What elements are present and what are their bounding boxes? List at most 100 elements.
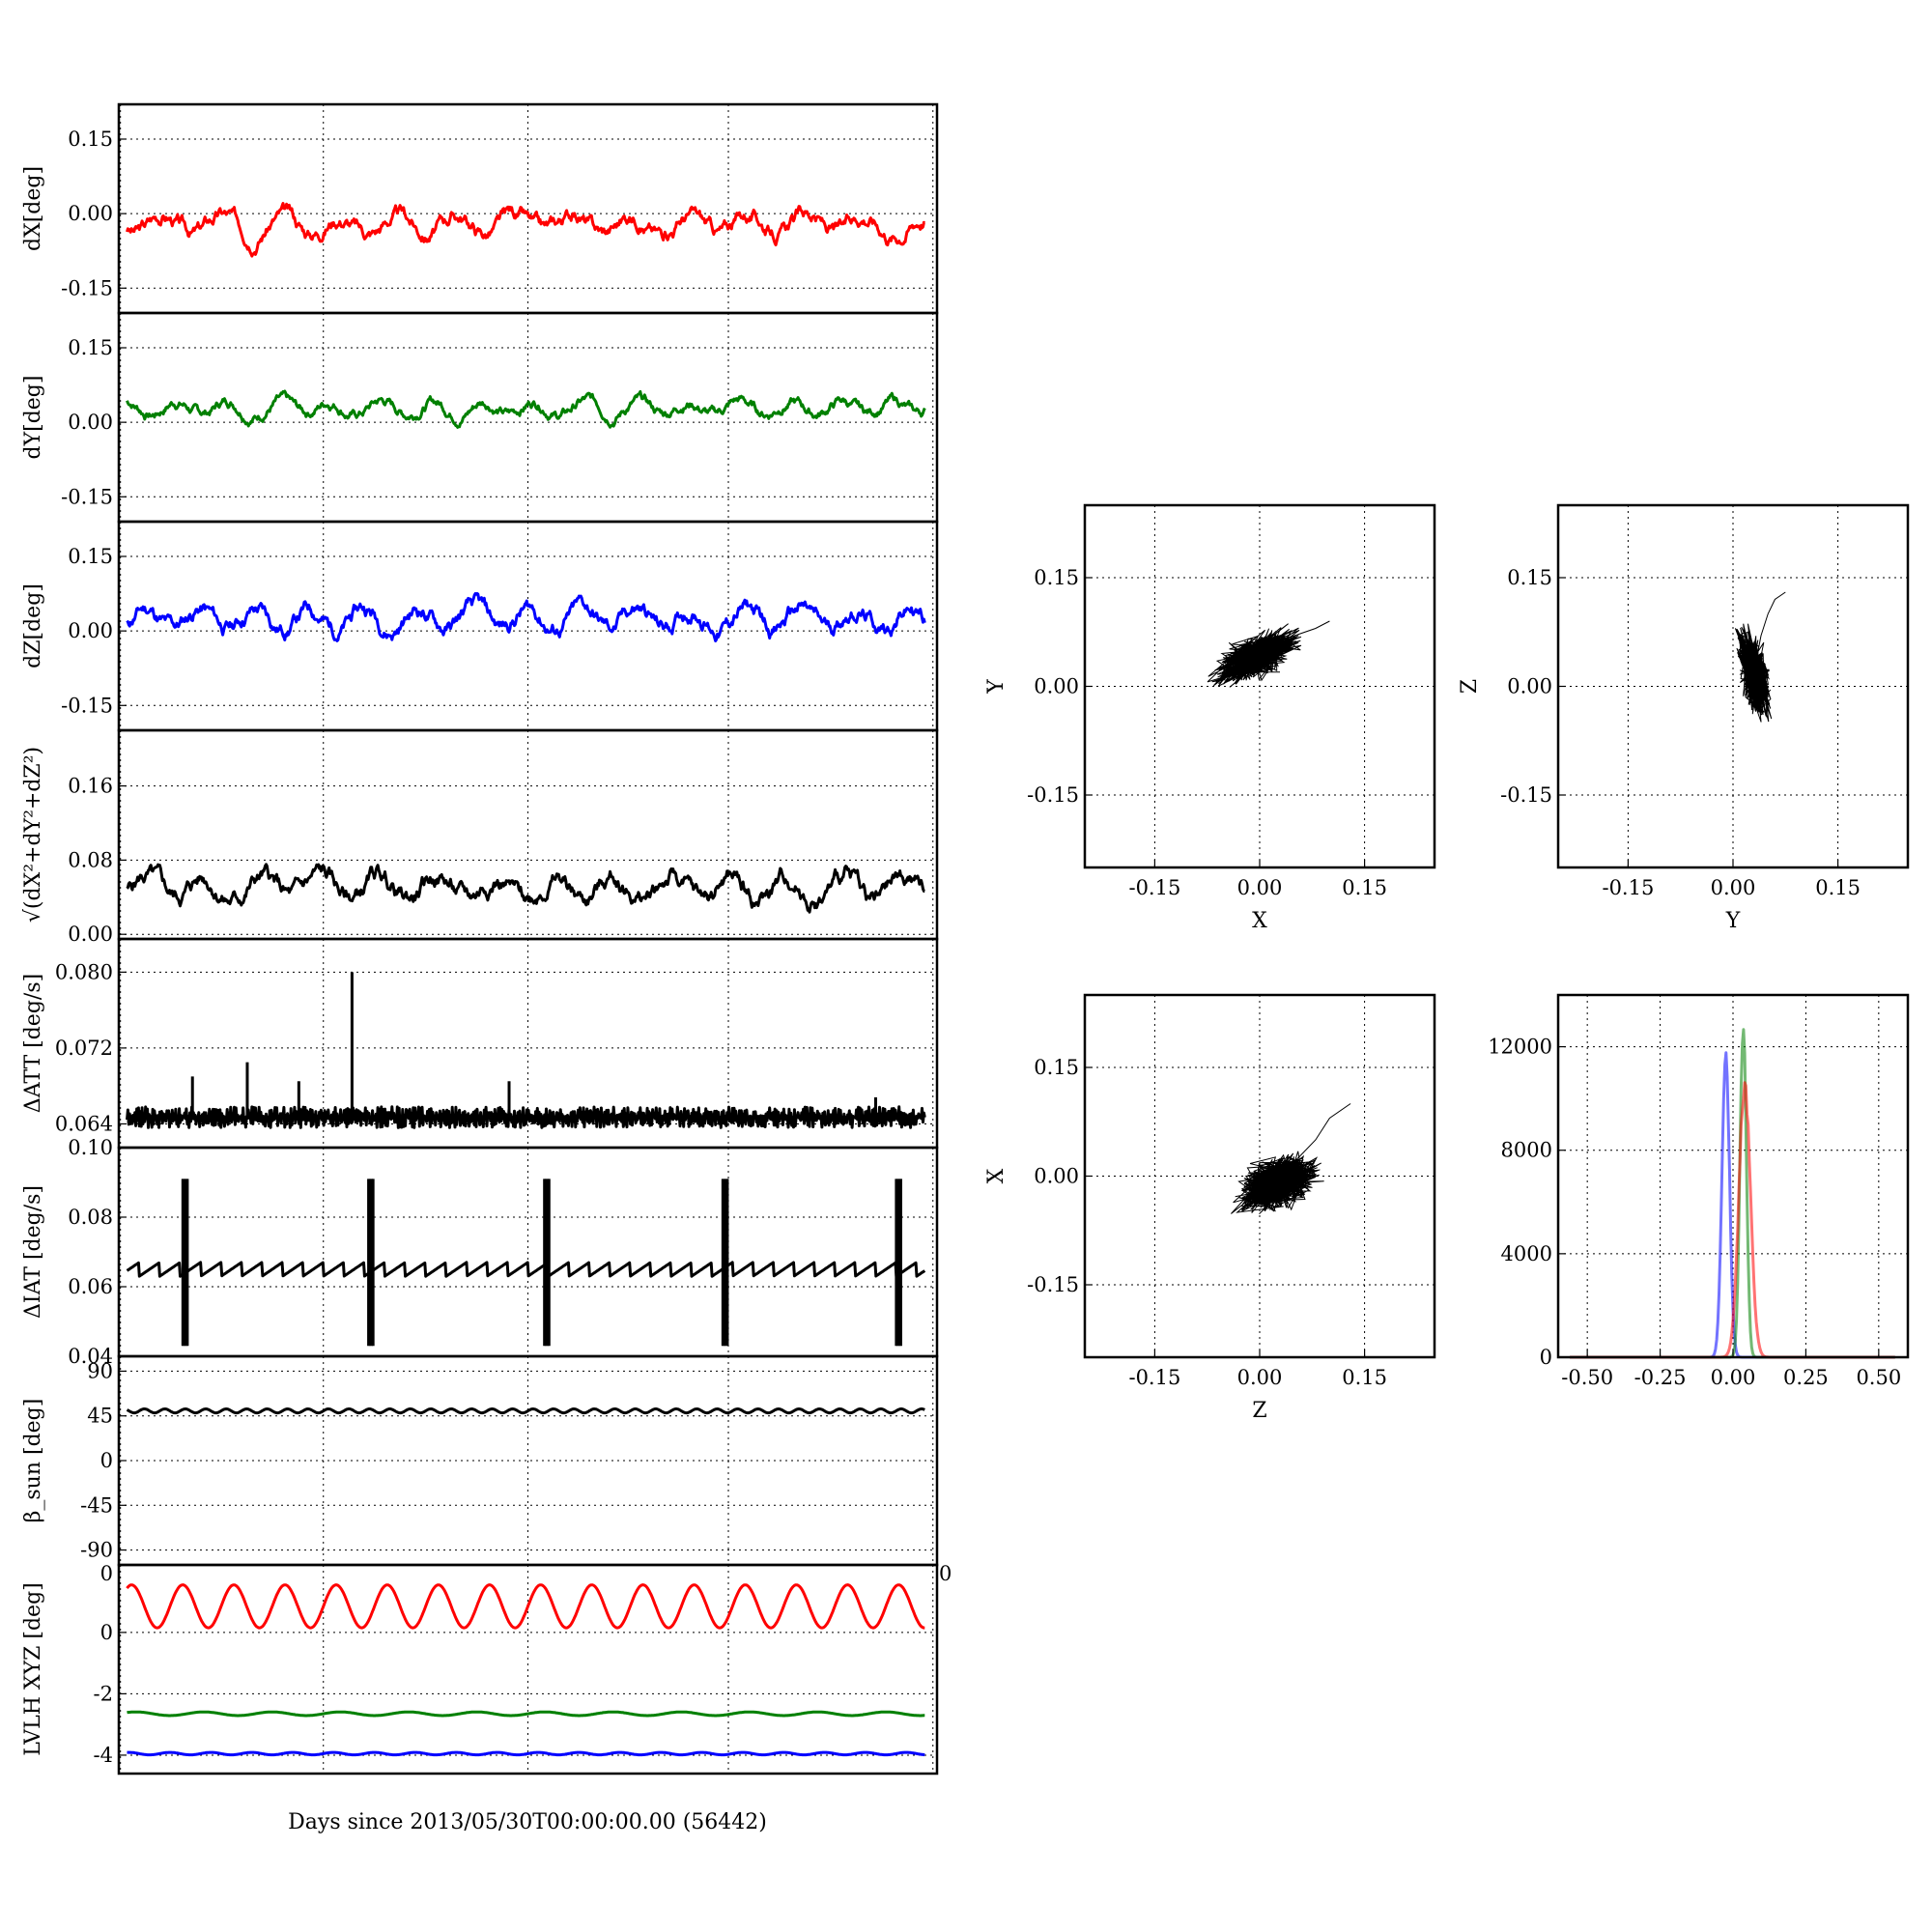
ytick-label: 8000 [1501,1139,1552,1162]
xtick-label-right: 0 [939,1562,952,1585]
cloud-xy [1207,623,1302,688]
ytick-label: -0.15 [1500,783,1552,807]
ytick-label: 0 [100,1621,113,1644]
ytick-label: 0.15 [1034,1056,1079,1079]
xtick-label: -0.15 [1128,876,1180,899]
panel-zx: -0.15 0.00 0.15 -0.15 0.00 0.15 X Z [984,993,1436,1423]
cloud-zx [1231,1151,1324,1215]
ytick-label: 0.04 [68,1345,113,1368]
panel-beta: -90 -45 0 45 90 β_sun [deg] [21,1354,939,1567]
xtick-label: -0.15 [1128,1366,1180,1389]
tail-yz [1753,591,1786,672]
ylabel-dz: dZ[deg] [21,583,45,668]
ytick-label: -2 [94,1682,113,1705]
ytick-label: 0 [100,1449,113,1472]
ytick-label-top: 0 [100,1562,113,1585]
ytick-label: 0.064 [55,1112,113,1135]
xtick-label: 0.15 [1815,876,1861,899]
frame-lvlh [117,1563,939,1776]
ytick-label: 4000 [1501,1242,1552,1265]
ytick-label: 0.15 [68,128,113,151]
series-dz-0 [126,591,926,642]
ylabel-lvlh: LVLH XYZ [deg] [21,1582,45,1756]
ytick-label: 0.06 [68,1275,113,1298]
ytick-label: 0.00 [68,411,113,434]
tail-zx [1276,1103,1351,1184]
ytick-label: 45 [87,1405,113,1428]
panel-dr: 0.00 0.08 0.16 √(dX²+dY²+dZ²) [21,728,939,946]
ylabel-dx: dX[deg] [21,166,45,251]
ytick-label: -0.15 [1027,1273,1079,1296]
panel-yz: -0.15 0.00 0.15 -0.15 0.00 0.15 Z Y [1458,503,1910,933]
ytick-label: 0 [1540,1346,1552,1369]
ylabel-dr: √(dX²+dY²+dZ²) [21,747,45,923]
series-diat-0 [126,1261,926,1278]
panel-diat: 0.04 0.06 0.08 0.10 ΔIAT [deg/s] [21,1136,939,1368]
ytick-label: -0.15 [61,485,113,508]
xtick-label: -0.15 [1602,876,1654,899]
ylabel-dy: dY[deg] [21,376,45,460]
ylabel-zx: X [984,1168,1009,1183]
panel-lvlh: -4 -2 0 0 0 LVLH XYZ [deg] [21,1562,952,1776]
ylabel-diat: ΔIAT [deg/s] [21,1185,45,1319]
ytick-label: 0.00 [68,923,113,946]
xtick-label: -0.25 [1634,1366,1687,1389]
cloud-yz [1734,623,1773,723]
x-axis-label: Days since 2013/05/30T00:00:00.00 (56442… [288,1810,767,1834]
ytick-label: 0.15 [68,336,113,359]
xlabel-yz: Y [1725,909,1741,933]
ytick-label: -0.15 [1027,783,1079,807]
ytick-label: 90 [87,1359,113,1382]
ytick-label: 0.08 [68,848,113,871]
ytick-label: -4 [94,1744,113,1767]
panel-hist: 0 4000 8000 12000 -0.50 -0.25 0.00 0.25 0.50 [1488,993,1910,1389]
series-dy-0 [126,389,926,429]
ytick-label: 0.00 [1507,675,1552,698]
series-lvlh-0 [126,1583,925,1630]
ytick-label: 0.00 [68,619,113,642]
xtick-label: 0.15 [1342,876,1387,899]
panel-dy: -0.15 0.00 0.15 dY[deg] [21,311,939,524]
panel-dx: -0.15 0.00 0.15 dX[deg] [21,102,939,315]
ytick-label: 0.16 [68,775,113,798]
ytick-label: 0.00 [68,202,113,225]
series-datt-0 [126,1105,926,1129]
panel-xy: -0.15 0.00 0.15 -0.15 0.00 0.15 Y X [984,503,1436,933]
series-beta-0 [126,1407,925,1415]
ytick-label: 0.00 [1034,1165,1079,1188]
xtick-label: 0.00 [1711,876,1756,899]
ytick-label: 0.00 [1034,675,1079,698]
xtick-label: 0.00 [1237,876,1283,899]
panel-datt: 0.064 0.072 0.080 ΔATT [deg/s] [21,937,939,1150]
xtick-label: -0.50 [1561,1366,1613,1389]
xlabel-xy: X [1252,909,1267,933]
ytick-label: 0.10 [68,1136,113,1159]
series-dr-0 [126,863,925,914]
ytick-label: 0.080 [55,960,113,983]
tail-xy [1256,620,1330,658]
hist-series-2 [1569,1081,1895,1359]
ytick-label: 0.08 [68,1206,113,1229]
ylabel-beta: β_sun [deg] [21,1399,45,1523]
ytick-label: -90 [80,1539,113,1562]
xtick-label: 0.25 [1783,1366,1829,1389]
xtick-label: 0.00 [1711,1366,1756,1389]
ylabel-datt: ΔATT [deg/s] [21,974,45,1113]
ytick-label: 0.15 [1507,566,1552,589]
series-dx-0 [126,202,925,258]
panel-dz: -0.15 0.00 0.15 dZ[deg] [21,520,939,732]
ytick-label: -45 [80,1493,113,1517]
ytick-label: -0.15 [61,694,113,717]
series-lvlh-1 [126,1710,925,1718]
ytick-label: 0.072 [55,1037,113,1060]
xtick-label: 0.15 [1342,1366,1387,1389]
xlabel-zx: Z [1252,1399,1266,1423]
ytick-label: -0.15 [61,276,113,299]
series-lvlh-2 [126,1750,925,1757]
ylabel-xy: Y [984,679,1009,695]
ytick-label: 12000 [1488,1036,1552,1059]
ytick-label: 0.15 [1034,566,1079,589]
xtick-label: 0.00 [1237,1366,1283,1389]
xtick-label: 0.50 [1856,1366,1901,1389]
